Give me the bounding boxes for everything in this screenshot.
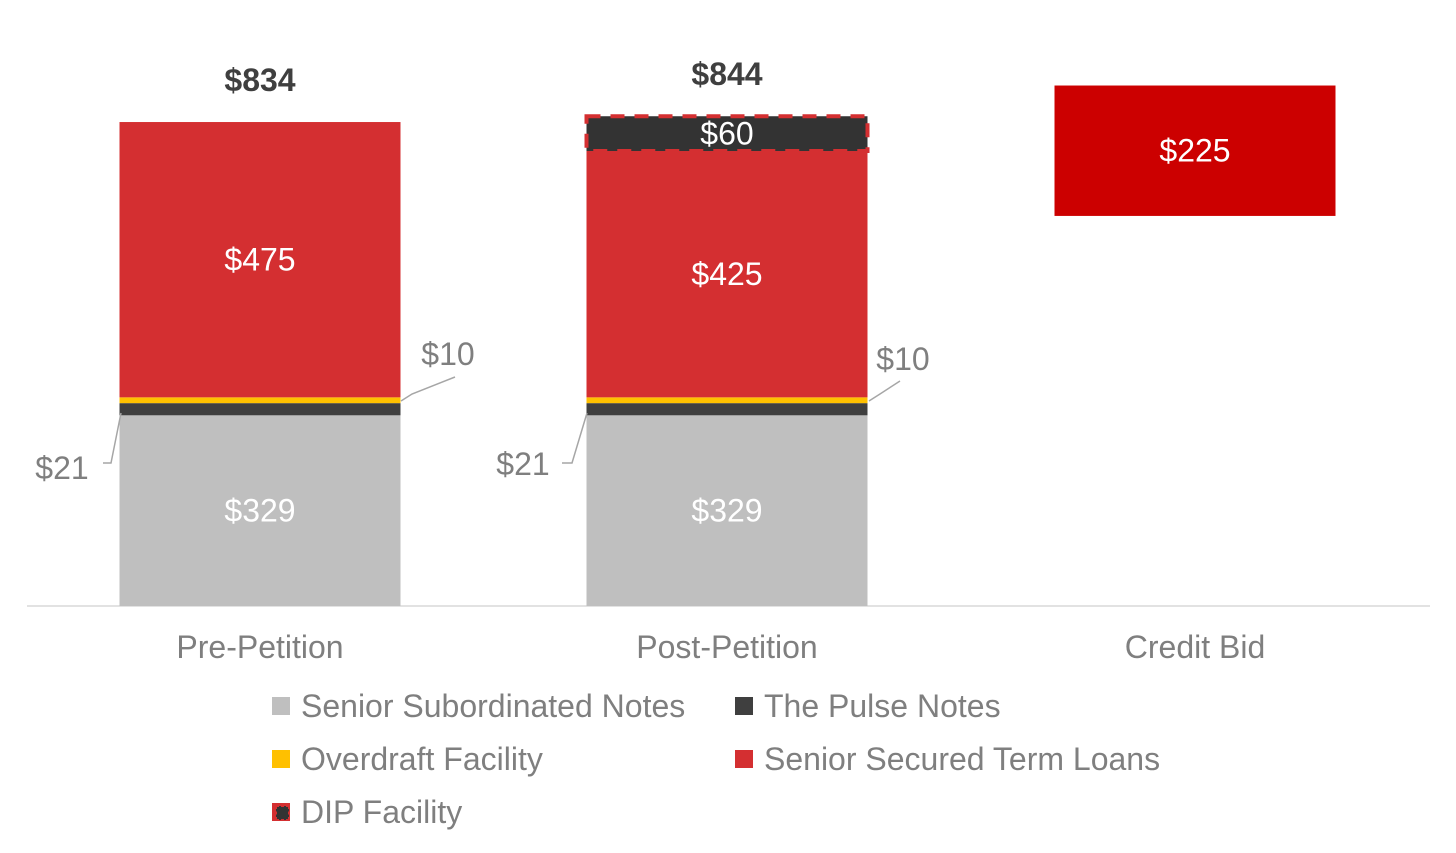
data-label-the-pulse-notes-post-petition: $21 [496,446,549,482]
x-tick-label-pre-petition: Pre-Petition [176,629,343,665]
leader-line-the-pulse-notes-pre-petition [103,412,122,464]
leader-line-overdraft-facility-pre-petition [400,376,456,402]
bar-senior-secured-term-loans-post-petition [586,151,868,398]
x-tick-label-post-petition: Post-Petition [636,629,817,665]
legend-swatch-dip-facility [272,803,290,821]
data-labels: $329 $21 $10 $475 $329 $21 $10 $425 $60 $225 $834 $… [35,56,1230,528]
legend-swatch-senior-secured-term-loans [735,750,753,768]
legend-swatch-overdraft-facility [272,750,290,768]
bar-senior-subordinated-notes-pre-petition [119,415,401,606]
bar-the-pulse-notes-post-petition [586,403,868,416]
legend-item-dip-facility: DIP Facility [272,794,735,830]
total-label-pre-petition: $834 [224,62,295,98]
legend-label: Senior Subordinated Notes [301,687,686,724]
legend-label: Overdraft Facility [301,740,543,777]
data-label-senior-subordinated-notes-pre-petition: $329 [224,493,295,529]
data-label-senior-subordinated-notes-post-petition: $329 [691,493,762,529]
data-label-senior-secured-term-loans-post-petition: $425 [691,256,762,292]
x-tick-labels: Pre-Petition Post-Petition Credit Bid [176,629,1265,665]
legend-item-senior-secured-term-loans: Senior Secured Term Loans [735,741,1175,777]
legend-swatch-senior-subordinated-notes [272,697,290,715]
x-tick-label-credit-bid: Credit Bid [1125,629,1266,665]
bar-senior-secured-term-loans-pre-petition [119,122,401,398]
bar-overdraft-facility-post-petition [586,397,868,404]
data-label-credit-bid: $225 [1159,133,1230,169]
legend-item-senior-subordinated-notes: Senior Subordinated Notes [272,688,735,724]
data-label-the-pulse-notes-pre-petition: $21 [35,450,88,486]
legend-swatch-the-pulse-notes [735,697,753,715]
data-label-overdraft-facility-pre-petition: $10 [421,336,474,372]
legend-item-overdraft-facility: Overdraft Facility [272,741,735,777]
legend: Senior Subordinated Notes The Pulse Note… [272,688,1175,830]
legend-label: Senior Secured Term Loans [764,740,1161,777]
leader-line-the-pulse-notes-post-petition [562,412,588,464]
data-label-senior-secured-term-loans-pre-petition: $475 [224,242,295,278]
bar-the-pulse-notes-pre-petition [119,403,401,416]
bars [119,85,1336,606]
legend-label: The Pulse Notes [764,687,1001,724]
bar-senior-subordinated-notes-post-petition [586,415,868,606]
legend-label: DIP Facility [301,793,463,830]
total-label-post-petition: $844 [691,56,762,92]
legend-item-the-pulse-notes: The Pulse Notes [735,688,1175,724]
leader-line-overdraft-facility-post-petition [868,380,901,402]
bar-overdraft-facility-pre-petition [119,397,401,404]
data-label-overdraft-facility-post-petition: $10 [876,341,929,377]
data-label-dip-facility-post-petition: $60 [700,116,753,152]
bar-dip-facility-post-petition [584,114,870,154]
bar-credit-bid [1054,85,1336,216]
